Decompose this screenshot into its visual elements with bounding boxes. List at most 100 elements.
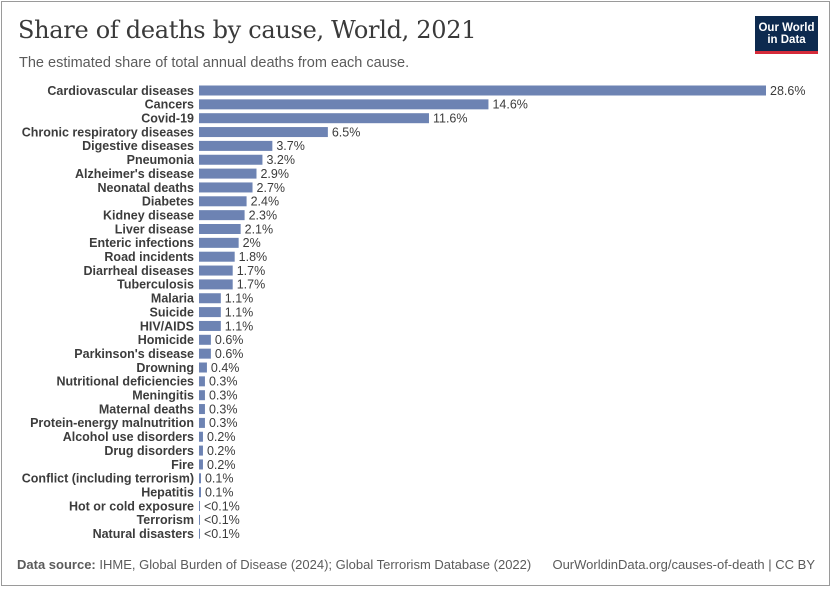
category-label: Diabetes <box>142 195 194 209</box>
value-label: 0.3% <box>209 416 238 430</box>
value-label: 1.1% <box>225 319 254 333</box>
bar[interactable] <box>199 320 221 331</box>
category-label: Natural disasters <box>93 527 194 541</box>
category-label: Malaria <box>151 292 195 306</box>
category-label: Suicide <box>150 305 195 319</box>
value-label: 3.7% <box>276 139 305 153</box>
value-label: 2.9% <box>260 167 289 181</box>
bar[interactable] <box>199 417 205 428</box>
category-label: Diarrheal diseases <box>84 264 195 278</box>
value-label: 0.2% <box>207 430 236 444</box>
bar[interactable] <box>199 445 203 456</box>
value-label: 0.3% <box>209 389 238 403</box>
bar[interactable] <box>199 390 205 401</box>
bar[interactable] <box>199 501 200 511</box>
category-label: Homicide <box>138 333 194 347</box>
value-label: <0.1% <box>204 513 240 527</box>
value-label: 0.1% <box>205 472 234 486</box>
value-label: 1.7% <box>237 278 266 292</box>
category-label: Neonatal deaths <box>97 181 194 195</box>
value-label: 0.2% <box>207 458 236 472</box>
value-label: 28.6% <box>770 84 805 98</box>
logo-line-2: in Data <box>767 33 806 46</box>
category-label: Pneumonia <box>127 153 195 167</box>
bar[interactable] <box>199 279 233 290</box>
bar[interactable] <box>199 224 241 234</box>
owid-logo[interactable]: Our World in Data <box>755 16 818 54</box>
data-source-text[interactable]: IHME, Global Burden of Disease (2024); G… <box>99 557 532 572</box>
category-label: Terrorism <box>137 513 194 527</box>
value-label: 11.6% <box>433 112 468 126</box>
category-label: Protein-energy malnutrition <box>30 416 194 430</box>
category-label: Chronic respiratory diseases <box>22 125 194 139</box>
value-label: <0.1% <box>204 499 240 513</box>
bar[interactable] <box>199 210 245 221</box>
bar[interactable] <box>199 362 207 373</box>
bar[interactable] <box>199 487 201 498</box>
bar[interactable] <box>199 473 201 484</box>
credit-link[interactable]: OurWorldinData.org/causes-of-death | CC … <box>552 557 815 572</box>
category-label: Drowning <box>136 361 194 375</box>
value-label: 1.7% <box>237 264 266 278</box>
value-label: 0.3% <box>209 402 238 416</box>
bar[interactable] <box>199 237 239 248</box>
value-label: 1.8% <box>239 250 267 264</box>
bar[interactable] <box>199 307 221 318</box>
category-label: Liver disease <box>115 222 194 236</box>
value-label: <0.1% <box>204 527 240 541</box>
bar[interactable] <box>199 528 200 539</box>
category-label: HIV/AIDS <box>140 319 194 333</box>
category-label: Alcohol use disorders <box>63 430 194 444</box>
bar[interactable] <box>199 348 211 359</box>
category-label: Meningitis <box>132 389 194 403</box>
category-label: Cancers <box>145 98 194 112</box>
bar[interactable] <box>199 196 247 207</box>
value-label: 1.1% <box>225 305 254 319</box>
bar[interactable] <box>199 293 221 304</box>
value-label: 0.1% <box>205 485 234 499</box>
bar[interactable] <box>199 251 235 262</box>
value-label: 2.3% <box>249 208 278 222</box>
chart-title: Share of deaths by cause, World, 2021 <box>18 16 477 44</box>
bar[interactable] <box>199 514 200 525</box>
bar[interactable] <box>199 85 766 96</box>
bar[interactable] <box>199 265 233 276</box>
value-label: 3.2% <box>266 153 295 167</box>
bar[interactable] <box>199 140 273 151</box>
data-source-note: Data source: IHME, Global Burden of Dise… <box>17 557 531 572</box>
value-label: 1.1% <box>225 292 254 306</box>
category-label: Covid-19 <box>141 112 194 126</box>
bar[interactable] <box>199 127 328 138</box>
category-label: Drug disorders <box>104 444 194 458</box>
value-label: 0.4% <box>211 361 240 375</box>
bar[interactable] <box>199 154 263 165</box>
value-label: 6.5% <box>332 125 361 139</box>
bar[interactable] <box>199 168 257 179</box>
bar[interactable] <box>199 113 429 124</box>
category-label: Conflict (including terrorism) <box>22 472 194 486</box>
bar[interactable] <box>199 182 253 193</box>
bar[interactable] <box>199 404 205 415</box>
value-label: 2.4% <box>251 195 280 209</box>
bar[interactable] <box>199 376 205 387</box>
value-label: 0.6% <box>215 333 244 347</box>
category-label: Road incidents <box>104 250 194 264</box>
category-label: Parkinson's disease <box>74 347 194 361</box>
category-label: Hot or cold exposure <box>69 499 194 513</box>
category-label: Digestive diseases <box>82 139 194 153</box>
value-label: 2% <box>243 236 261 250</box>
bar[interactable] <box>199 99 489 110</box>
value-label: 14.6% <box>492 98 527 112</box>
value-label: 2.1% <box>245 222 274 236</box>
logo-line-1: Our World <box>758 21 815 34</box>
value-label: 0.3% <box>209 375 238 389</box>
bar[interactable] <box>199 431 203 442</box>
category-label: Enteric infections <box>89 236 194 250</box>
bar[interactable] <box>199 334 211 345</box>
category-label: Tuberculosis <box>117 278 194 292</box>
bar[interactable] <box>199 459 203 470</box>
value-label: 0.6% <box>215 347 244 361</box>
value-label: 2.7% <box>257 181 286 195</box>
